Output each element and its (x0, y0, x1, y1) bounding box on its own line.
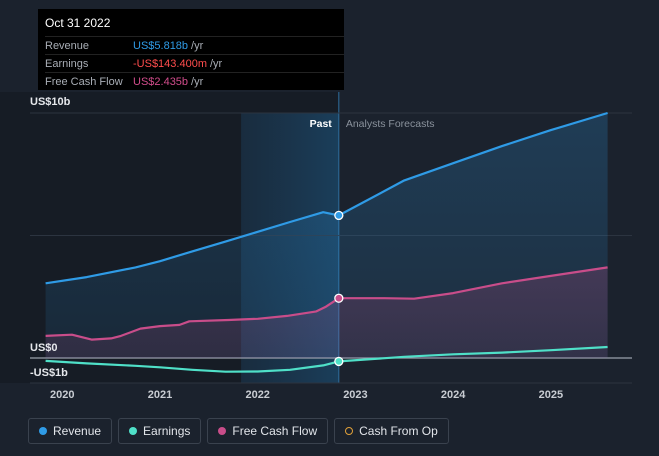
free-cash-flow-area (45, 267, 608, 358)
past-label: Past (310, 118, 333, 130)
legend-hollow-dot-icon (345, 427, 354, 435)
tooltip-row-revenue: Revenue US$5.818b /yr (45, 36, 344, 54)
x-tick-label: 2022 (245, 389, 269, 401)
legend-label: Revenue (53, 424, 102, 438)
tooltip-date: Oct 31 2022 (45, 16, 111, 30)
y-tick-label: US$0 (30, 342, 58, 354)
x-tick-label: 2024 (441, 389, 466, 401)
x-tick-label: 2025 (539, 389, 563, 401)
x-tick-label: 2020 (50, 389, 74, 401)
legend-item-revenue[interactable]: Revenue (28, 418, 113, 444)
legend-label: Cash From Op (359, 424, 438, 438)
earnings-marker (334, 356, 344, 367)
revenue-marker (334, 210, 344, 221)
legend-dot-icon (129, 427, 138, 435)
legend-dot-icon (39, 427, 47, 435)
legend-item-earnings[interactable]: Earnings (118, 418, 202, 444)
tooltip-row-free-cash-flow: Free Cash Flow US$2.435b /yr (45, 72, 344, 90)
tooltip-value: -US$143.400m (133, 57, 207, 70)
x-tick-label: 2023 (343, 389, 367, 401)
tooltip-unit: /yr (210, 57, 223, 70)
hover-tooltip: Oct 31 2022 Revenue US$5.818b /yr Earnin… (38, 9, 344, 90)
tooltip-row-earnings: Earnings -US$143.400m /yr (45, 54, 344, 72)
tooltip-unit: /yr (191, 39, 204, 52)
legend-item-free-cash-flow[interactable]: Free Cash Flow (207, 418, 329, 444)
forecast-label: Analysts Forecasts (346, 118, 435, 130)
tooltip-label: Revenue (45, 39, 90, 52)
revenue-line (45, 111, 608, 285)
x-tick-label: 2021 (148, 389, 172, 401)
tooltip-unit: /yr (191, 75, 204, 88)
tooltip-value: US$5.818b (133, 39, 189, 52)
y-tick-label: -US$1b (30, 367, 68, 379)
chart-legend: Revenue Earnings Free Cash Flow Cash Fro… (28, 418, 449, 444)
earnings-line (45, 345, 608, 373)
free-cash-flow-line (45, 266, 608, 341)
tooltip-value: US$2.435b (133, 75, 189, 88)
legend-item-cash-from-op[interactable]: Cash From Op (334, 418, 449, 444)
tooltip-label: Earnings (45, 57, 89, 70)
free-cash-flow-marker (334, 293, 344, 303)
tooltip-label: Free Cash Flow (45, 75, 123, 88)
legend-label: Free Cash Flow (232, 424, 318, 438)
y-tick-label: US$10b (30, 96, 71, 108)
legend-dot-icon (218, 427, 227, 435)
legend-label: Earnings (143, 424, 191, 438)
